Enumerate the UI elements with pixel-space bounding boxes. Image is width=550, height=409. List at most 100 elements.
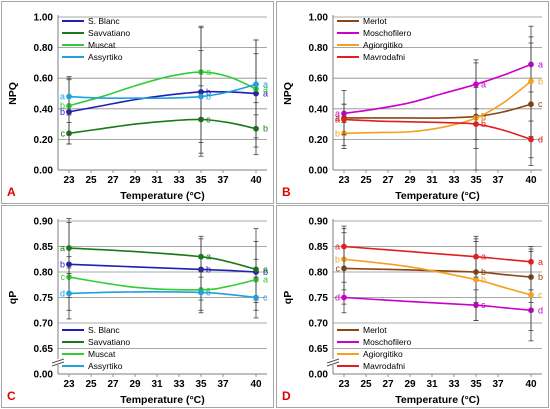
chart-a: 0.00 0.20 0.40 0.60 0.80 1.00 23 25 27 29 31 33 35 37… xyxy=(7,13,268,203)
significance-label: b xyxy=(481,267,486,277)
panel-d: 0.00 0.65 0.70 0.75 0.80 0.85 0.90 23 25 27 29 31 33… xyxy=(276,205,549,408)
y-axis-label: NPQ xyxy=(7,82,19,105)
significance-label: a xyxy=(263,275,268,285)
y-tick-label: 0.80 xyxy=(309,43,329,54)
significance-label: a xyxy=(335,108,340,118)
data-point xyxy=(473,276,479,283)
x-tick-label: 29 xyxy=(404,175,416,186)
significance-label: a xyxy=(538,257,543,267)
x-tick-label: 37 xyxy=(492,175,504,186)
x-tick-label: 40 xyxy=(525,379,537,390)
significance-label: a xyxy=(206,67,211,77)
x-tick-label: 27 xyxy=(107,379,119,390)
significance-label: b xyxy=(481,119,486,129)
y-tick-label: 0.85 xyxy=(34,242,54,253)
chart-c: 0.00 0.65 0.70 0.75 0.80 0.85 0.90 23 25 27 29 31 33… xyxy=(7,217,268,407)
x-tick-label: 33 xyxy=(448,379,460,390)
data-point xyxy=(341,243,347,250)
x-tick-label: 35 xyxy=(470,379,482,390)
series-line xyxy=(68,118,257,135)
legend-label: Muscat xyxy=(88,349,116,359)
significance-label: a xyxy=(263,79,268,89)
series-line xyxy=(68,83,257,100)
legend-label: Agiorgitiko xyxy=(363,40,403,50)
legend-label: Assyrtiko xyxy=(88,361,123,371)
y-tick-label: 0.00 xyxy=(309,166,329,177)
legend-item: Merlot xyxy=(337,324,411,336)
x-tick-label: 23 xyxy=(63,379,75,390)
series-merlot: c bb xyxy=(336,232,543,305)
panel-letter-b: B xyxy=(282,185,291,199)
x-axis-label: Temperature (°C) xyxy=(120,394,205,406)
legend-swatch xyxy=(62,44,84,46)
panel-letter-a: A xyxy=(7,185,16,199)
significance-label: c xyxy=(538,290,543,300)
significance-label: a xyxy=(538,59,543,69)
legend-swatch xyxy=(337,365,359,367)
x-tick-label: 23 xyxy=(63,175,75,186)
y-tick-label: 0.70 xyxy=(309,319,329,330)
legend-swatch xyxy=(62,341,84,343)
y-tick-label: 0.75 xyxy=(34,293,54,304)
legend-item: S. Blanc xyxy=(62,324,130,336)
legend-swatch xyxy=(62,365,84,367)
legend-d: Merlot Moschofilero Agiorgitiko Mavrodafni xyxy=(337,324,411,372)
series-line xyxy=(343,296,532,312)
significance-label: a xyxy=(335,242,340,252)
x-tick-label: 33 xyxy=(173,379,185,390)
y-tick-label: 0.40 xyxy=(34,104,54,115)
significance-label: c xyxy=(206,287,211,297)
significance-label: a xyxy=(263,89,268,99)
y-tick-label: 1.00 xyxy=(309,13,329,24)
significance-label: b xyxy=(335,128,340,138)
y-tick-label: 0.80 xyxy=(34,43,54,54)
legend-item: Savvatiano xyxy=(62,27,130,39)
x-tick-label: 25 xyxy=(360,379,372,390)
legend-swatch xyxy=(337,56,359,58)
data-point xyxy=(528,292,534,298)
series-line xyxy=(343,118,532,141)
legend-swatch xyxy=(62,20,84,22)
legend-swatch xyxy=(337,329,359,331)
axis-break xyxy=(51,358,65,367)
significance-label: b xyxy=(481,275,486,285)
data-point xyxy=(198,93,204,100)
x-tick-label: 40 xyxy=(525,175,537,186)
data-point xyxy=(253,81,259,88)
legend-label: Mavrodafni xyxy=(363,361,406,371)
significance-label: b xyxy=(206,92,211,102)
series-mavrodafni: a a a xyxy=(335,225,543,278)
data-point xyxy=(198,289,204,296)
significance-label: a xyxy=(60,92,65,102)
x-tick-label: 27 xyxy=(382,379,394,390)
x-tick-label: 27 xyxy=(107,175,119,186)
x-tick-label: 31 xyxy=(426,175,438,186)
y-tick-label: 0.80 xyxy=(34,268,54,279)
x-tick-label: 33 xyxy=(448,175,460,186)
significance-label: a xyxy=(263,84,268,94)
panel-letter-c: C xyxy=(7,389,16,403)
legend-label: S. Blanc xyxy=(88,325,120,335)
x-tick-label: 31 xyxy=(426,379,438,390)
legend-label: Moschofilero xyxy=(363,337,412,347)
legend-swatch xyxy=(337,353,359,355)
y-tick-label: 0.90 xyxy=(309,217,329,228)
legend-label: Merlot xyxy=(363,16,387,26)
series-assyrtiko: a b a xyxy=(60,50,268,143)
legend-label: Moschofilero xyxy=(363,28,412,38)
x-tick-label: 35 xyxy=(470,175,482,186)
x-tick-label: 29 xyxy=(129,175,141,186)
data-point xyxy=(253,294,259,301)
data-point xyxy=(528,78,534,85)
x-tick-label: 27 xyxy=(382,175,394,186)
legend-item: Agiorgitiko xyxy=(337,348,411,360)
x-tick-label: 29 xyxy=(404,379,416,390)
significance-label: b xyxy=(263,124,268,134)
legend-a: S. Blanc Savvatiano Muscat Assyrtiko xyxy=(62,15,130,63)
significance-label: b xyxy=(206,264,211,274)
legend-label: Muscat xyxy=(88,40,116,50)
data-point xyxy=(66,290,72,297)
panel-c: 0.00 0.65 0.70 0.75 0.80 0.85 0.90 23 25 27 29 31 33… xyxy=(1,205,274,408)
x-axis-label: Temperature (°C) xyxy=(395,190,480,202)
series-mavrodafni: a bd xyxy=(335,103,543,159)
